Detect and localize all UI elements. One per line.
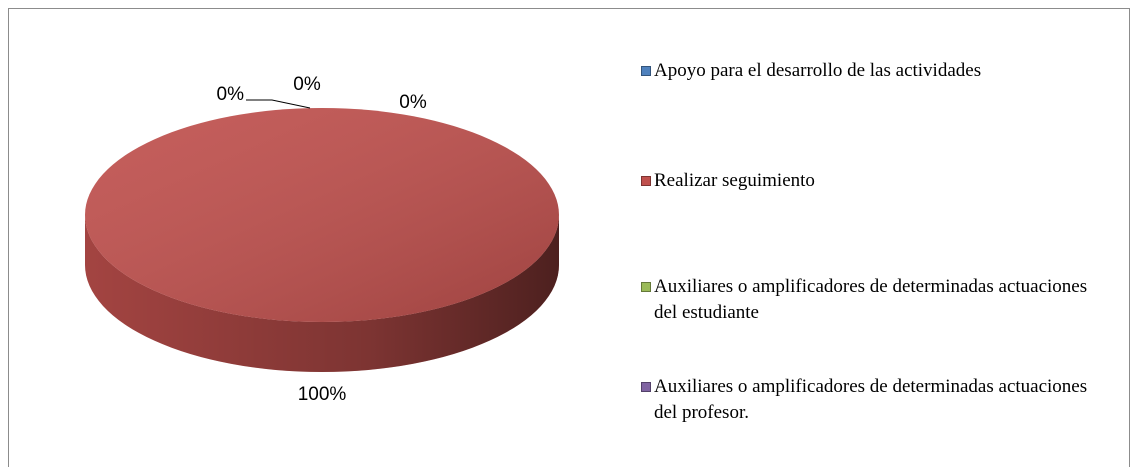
legend-label: Auxiliares o amplificadores de determina… <box>654 376 1088 423</box>
legend-item: Realizar seguimiento <box>641 168 1111 194</box>
pie-side-shade <box>85 215 559 372</box>
legend-swatch <box>641 176 651 186</box>
legend-swatch <box>641 282 651 292</box>
legend-label: Realizar seguimiento <box>654 170 815 191</box>
legend-item: Apoyo para el desarrollo de las activida… <box>641 58 1111 84</box>
legend-label: Apoyo para el desarrollo de las activida… <box>654 60 982 81</box>
leader-line <box>246 99 311 109</box>
chart-border <box>8 8 1130 467</box>
legend-swatch <box>641 66 651 76</box>
pie-slice-shade <box>85 108 559 322</box>
legend-label: Auxiliares o amplificadores de determina… <box>654 276 1088 323</box>
data-label: 0% <box>293 74 321 95</box>
data-label: 0% <box>217 84 245 105</box>
data-label: 100% <box>298 384 347 405</box>
legend-item: Auxiliares o amplificadores de determina… <box>641 374 1111 426</box>
legend-item: Auxiliares o amplificadores de determina… <box>641 274 1111 326</box>
legend-swatch <box>641 382 651 392</box>
data-label: 0% <box>399 92 427 113</box>
